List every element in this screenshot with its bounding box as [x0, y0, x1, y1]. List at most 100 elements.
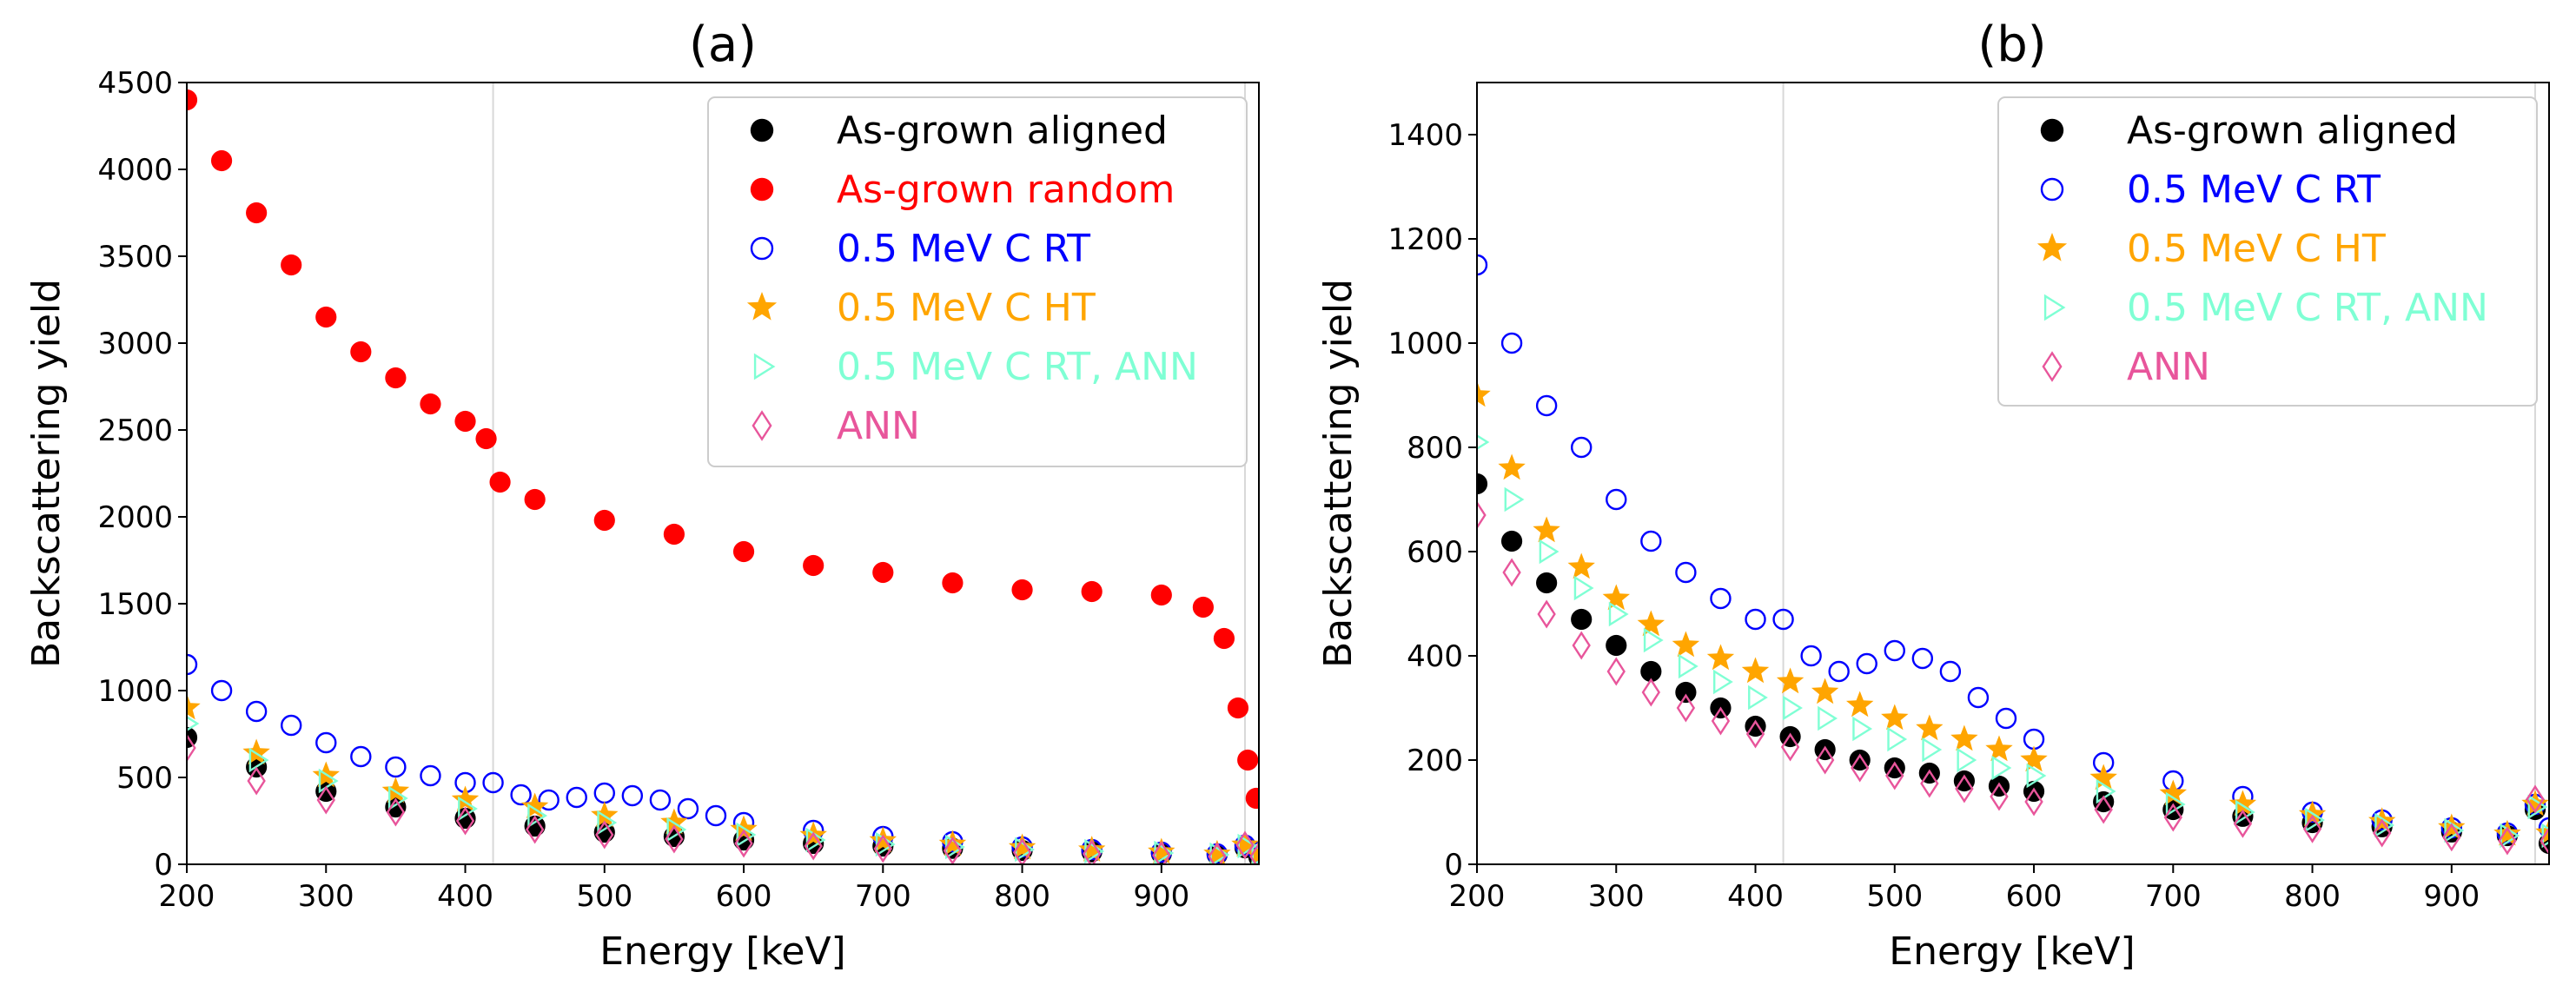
data-point-as-grown-random-a-11: [524, 488, 546, 511]
data-point-as-grown-random-a-2: [246, 202, 268, 224]
data-point-0-5-mev-c-ht-b-6: [1672, 631, 1700, 658]
data-point-0-5-mev-c-rt-a-14: [621, 784, 644, 807]
data-point-0-5-mev-c-rt-b-14: [1911, 647, 1934, 670]
data-point-0-5-mev-c-ht-b-1: [1498, 453, 1526, 480]
data-point-0-5-mev-c-ht-b-11: [1846, 691, 1874, 718]
data-point-0-5-mev-c-rt-b-8: [1745, 608, 1766, 631]
x-axis-label-b: Energy [keV]: [1889, 929, 2135, 974]
data-point-as-grown-random-a-19: [1081, 580, 1103, 603]
data-point-ann-a-9: [804, 831, 823, 861]
x-tick-label-b-0: 200: [1449, 879, 1506, 914]
data-point-as-grown-random-a-8: [454, 410, 476, 433]
data-point-ann-b-25: [2540, 826, 2549, 856]
x-tick-label-a-7: 900: [1133, 879, 1189, 914]
x-tick-label-b-5: 700: [2145, 879, 2202, 914]
x-tick-label-a-4: 600: [716, 879, 772, 914]
data-point-ann-a-12: [1012, 837, 1032, 864]
data-point-ann-a-17: [1249, 842, 1259, 864]
y-tick-label-b-6: 1200: [1387, 222, 1463, 257]
data-point-ann-a-10: [873, 834, 892, 863]
data-point-0-5-mev-c-rt-b-27: [2538, 817, 2549, 839]
data-point-as-grown-aligned-b-5: [1640, 660, 1662, 683]
data-point-as-grown-aligned-b-2: [1536, 572, 1558, 594]
data-point-ann-b-14: [1955, 774, 1974, 804]
series-0-5-mev-c-ht-b: [1477, 380, 2549, 846]
x-tick-label-b-1: 300: [1588, 879, 1645, 914]
data-point-0-5-mev-c-rt-a-0: [187, 653, 198, 676]
data-point-ann-a-5: [525, 815, 545, 844]
data-point-0-5-mev-c-ht-b-19: [2228, 790, 2257, 817]
legend-label-ann-b: ANN: [2127, 345, 2210, 389]
data-point-0-5-mev-c-ht-a-15: [1203, 839, 1231, 864]
data-point-0-5-mev-c-rt-b-11: [1828, 660, 1850, 683]
data-point-0-5-mev-c-ht-b-17: [2089, 764, 2117, 790]
data-point-0-5-mev-c-ht-b-9: [1776, 667, 1805, 694]
plot-frame-b: [1476, 82, 2550, 865]
data-point-0-5-mev-c-ht-b-24: [2521, 790, 2549, 817]
y-tick-label-a-8: 4000: [97, 153, 173, 188]
x-tick-label-a-0: 200: [159, 879, 215, 914]
data-point-ann-a-8: [734, 829, 753, 858]
x-tick-label-b-7: 900: [2423, 879, 2480, 914]
data-point-0-5-mev-c-rt-ann-a-1: [248, 747, 269, 773]
y-axis-label-b: Backscattering yield: [1316, 279, 1361, 668]
data-point-0-5-mev-c-rt-b-10: [1800, 645, 1822, 667]
y-tick-label-a-7: 3500: [97, 240, 173, 274]
data-point-as-grown-aligned-b-13: [1918, 762, 1940, 784]
data-point-0-5-mev-c-rt-b-6: [1675, 561, 1697, 584]
data-point-0-5-mev-c-rt-ann-b-25: [2541, 823, 2549, 849]
legend-marker-0-5-mev-c-rt-ann-b: [2043, 294, 2066, 321]
data-point-0-5-mev-c-ht-b-16: [2020, 745, 2048, 772]
data-point-as-grown-random-a-23: [1227, 697, 1249, 719]
data-point-0-5-mev-c-ht-a-1: [242, 738, 270, 765]
y-tick-label-b-4: 800: [1407, 431, 1463, 466]
data-point-ann-b-7: [1711, 706, 1731, 736]
series-as-grown-aligned-a: [187, 726, 1259, 864]
data-point-ann-b-9: [1780, 732, 1800, 762]
chart-title-b: (b): [1977, 17, 2046, 73]
x-tick-label-b-6: 800: [2284, 879, 2341, 914]
data-point-0-5-mev-c-ht-a-12: [1008, 833, 1036, 860]
data-point-ann-a-11: [943, 836, 963, 864]
data-point-as-grown-random-a-25: [1245, 787, 1259, 810]
legend-marker-0-5-mev-c-rt-b: [2040, 177, 2064, 202]
data-point-0-5-mev-c-rt-a-6: [385, 756, 407, 778]
x-tick-label-a-2: 400: [437, 879, 493, 914]
data-point-as-grown-random-a-15: [803, 554, 824, 577]
series-as-grown-aligned-b: [1477, 473, 2549, 855]
legend-marker-ann-b: [2042, 351, 2063, 382]
data-point-as-grown-aligned-b-6: [1675, 681, 1697, 704]
data-point-as-grown-random-a-17: [942, 572, 964, 594]
legend-label-as-grown-aligned-b: As-grown aligned: [2127, 109, 2458, 153]
data-point-0-5-mev-c-rt-b-5: [1640, 530, 1662, 552]
data-point-0-5-mev-c-ht-b-3: [1567, 552, 1595, 579]
legend-a: As-grown aligned As-grown random 0.5 MeV C…: [707, 96, 1248, 467]
data-point-ann-a-7: [665, 824, 684, 854]
data-point-as-grown-aligned-b-16: [2023, 780, 2045, 803]
data-point-0-5-mev-c-rt-b-12: [1856, 652, 1877, 675]
data-point-0-5-mev-c-rt-ann-b-16: [2026, 763, 2047, 789]
data-point-0-5-mev-c-rt-ann-b-9: [1783, 695, 1803, 721]
data-point-0-5-mev-c-rt-ann-a-6: [597, 810, 618, 836]
data-point-ann-b-21: [2373, 818, 2392, 848]
data-point-as-grown-random-a-16: [872, 561, 894, 584]
data-point-ann-b-10: [1815, 745, 1835, 775]
data-point-0-5-mev-c-rt-b-4: [1606, 488, 1627, 511]
data-point-ann-b-8: [1745, 719, 1765, 749]
data-point-as-grown-random-a-22: [1213, 627, 1235, 650]
legend-label-0-5-mev-c-rt-ann-b: 0.5 MeV C RT, ANN: [2127, 286, 2488, 330]
data-point-0-5-mev-c-rt-ann-a-7: [666, 817, 687, 843]
data-point-as-grown-random-a-4: [315, 306, 337, 328]
data-point-ann-a-0: [187, 733, 196, 763]
data-point-ann-b-22: [2442, 823, 2461, 852]
data-point-0-5-mev-c-ht-a-13: [1078, 836, 1106, 862]
data-point-ann-b-13: [1920, 769, 1939, 798]
data-point-0-5-mev-c-rt-ann-a-0: [187, 716, 200, 731]
data-point-0-5-mev-c-rt-ann-b-24: [2527, 794, 2548, 820]
data-point-ann-a-14: [1152, 841, 1171, 864]
data-point-0-5-mev-c-rt-b-7: [1710, 587, 1732, 610]
data-point-0-5-mev-c-rt-b-17: [1995, 707, 2017, 730]
data-point-0-5-mev-c-rt-a-9: [482, 771, 504, 794]
data-point-ann-b-18: [2163, 803, 2182, 832]
